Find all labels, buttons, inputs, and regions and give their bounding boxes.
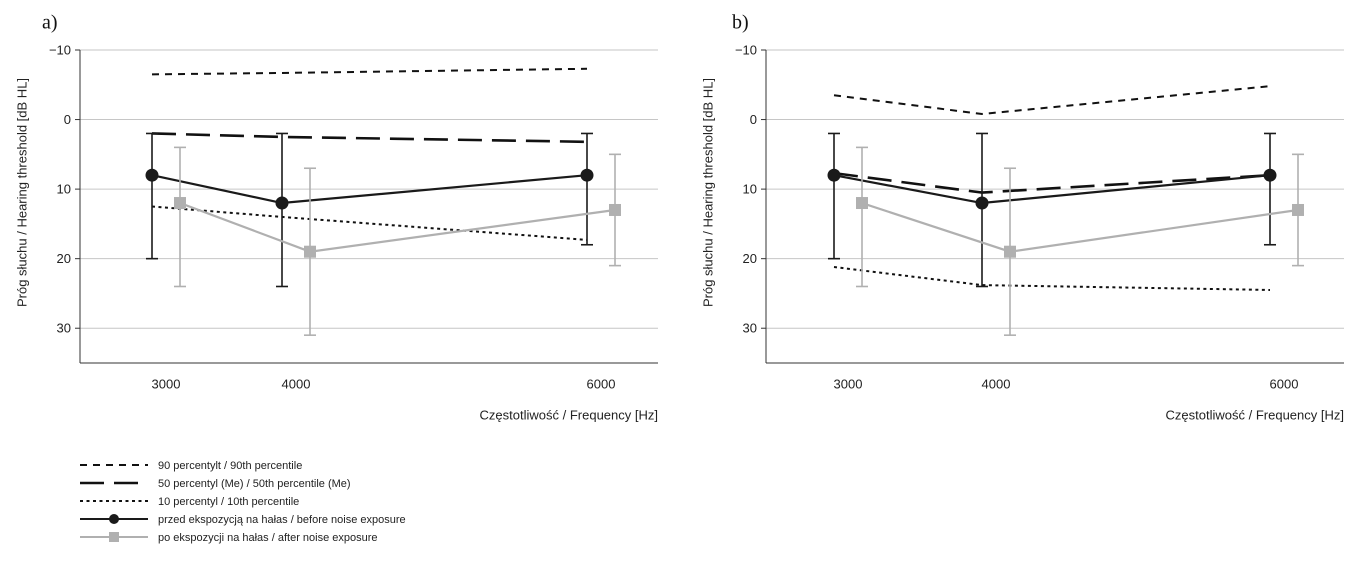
x-tick-label: 3000	[152, 376, 181, 391]
series-after	[856, 146, 1304, 336]
x-tick-label: 4000	[982, 376, 1011, 391]
data-point	[1004, 245, 1016, 258]
error-bar	[828, 132, 840, 260]
series-p90	[833, 85, 1271, 115]
y-tick-label: 30	[57, 321, 71, 336]
data-point	[975, 196, 989, 210]
series-line	[151, 132, 588, 144]
series-p90	[151, 67, 588, 76]
error-bar	[276, 132, 288, 288]
x-axis-title: Częstotliwość / Frequency [Hz]	[1166, 407, 1344, 422]
y-tick-label: 10	[57, 182, 71, 197]
data-point	[145, 168, 159, 182]
data-point	[1263, 168, 1277, 182]
y-tick-label: 20	[57, 251, 71, 266]
series-before	[145, 132, 594, 288]
series-p50	[151, 132, 588, 144]
y-axis-title: Próg słuchu / Hearing threshold [dB HL]	[14, 78, 29, 307]
y-tick-label: 30	[743, 321, 757, 336]
error-bar	[856, 146, 868, 288]
error-bar	[581, 132, 593, 246]
data-point	[275, 196, 289, 210]
series-p10	[833, 266, 1271, 291]
legend-label: 50 percentyl (Me) / 50th percentile (Me)	[158, 478, 351, 490]
data-point	[856, 197, 868, 210]
data-point	[1292, 203, 1304, 216]
legend-item: 90 percentylt / 90th percentile	[80, 460, 302, 472]
series-line	[833, 171, 1271, 194]
legend-label: po ekspozycji na hałas / after noise exp…	[158, 532, 378, 544]
series-line	[861, 201, 1299, 253]
data-point	[609, 203, 621, 216]
y-tick-label: 20	[743, 251, 757, 266]
y-tick-label: 10	[743, 182, 757, 197]
panel-label: b)	[732, 12, 749, 34]
y-tick-label: 0	[64, 112, 71, 127]
data-point	[580, 168, 594, 182]
error-bar	[1264, 132, 1276, 246]
series-after	[174, 146, 621, 336]
data-point	[304, 245, 316, 258]
series-p50	[833, 171, 1271, 194]
legend-item: po ekspozycji na hałas / after noise exp…	[80, 532, 378, 544]
legend-swatch-marker	[109, 514, 119, 524]
series-line	[179, 201, 616, 253]
series-line	[833, 266, 1271, 291]
error-bar	[146, 132, 158, 260]
x-axis-title: Częstotliwość / Frequency [Hz]	[480, 407, 658, 422]
data-point	[827, 168, 841, 182]
legend-item: 50 percentyl (Me) / 50th percentile (Me)	[80, 478, 351, 490]
x-tick-label: 6000	[1270, 376, 1299, 391]
y-tick-label: −10	[735, 42, 757, 57]
panel-label: a)	[42, 12, 58, 34]
legend-item: 10 percentyl / 10th percentile	[80, 496, 299, 508]
legend-swatch-marker	[109, 532, 119, 542]
x-tick-label: 6000	[587, 376, 616, 391]
series-line	[833, 85, 1271, 115]
legend-item: przed ekspozycją na hałas / before noise…	[80, 514, 406, 526]
legend-label: 90 percentylt / 90th percentile	[158, 460, 302, 472]
error-bar	[174, 146, 186, 288]
legend-label: 10 percentyl / 10th percentile	[158, 496, 299, 508]
y-axis-title: Próg słuchu / Hearing threshold [dB HL]	[700, 78, 715, 307]
chart-panel-a: a) −10 0 10 20 30 3000 4000 6000 Częstotliwość / …	[14, 12, 658, 422]
chart-panel-b: b) −10 0 10 20 30 3000 4000 6000 Częstotliwość / …	[700, 12, 1344, 422]
series-before	[827, 132, 1277, 288]
y-tick-label: −10	[49, 42, 71, 57]
legend: 90 percentylt / 90th percentile 50 percen…	[80, 460, 406, 544]
data-point	[174, 197, 186, 210]
error-bar	[976, 132, 988, 288]
y-tick-label: 0	[750, 112, 757, 127]
legend-label: przed ekspozycją na hałas / before noise…	[158, 514, 406, 526]
x-tick-label: 3000	[834, 376, 863, 391]
x-tick-label: 4000	[282, 376, 311, 391]
series-line	[151, 67, 588, 76]
